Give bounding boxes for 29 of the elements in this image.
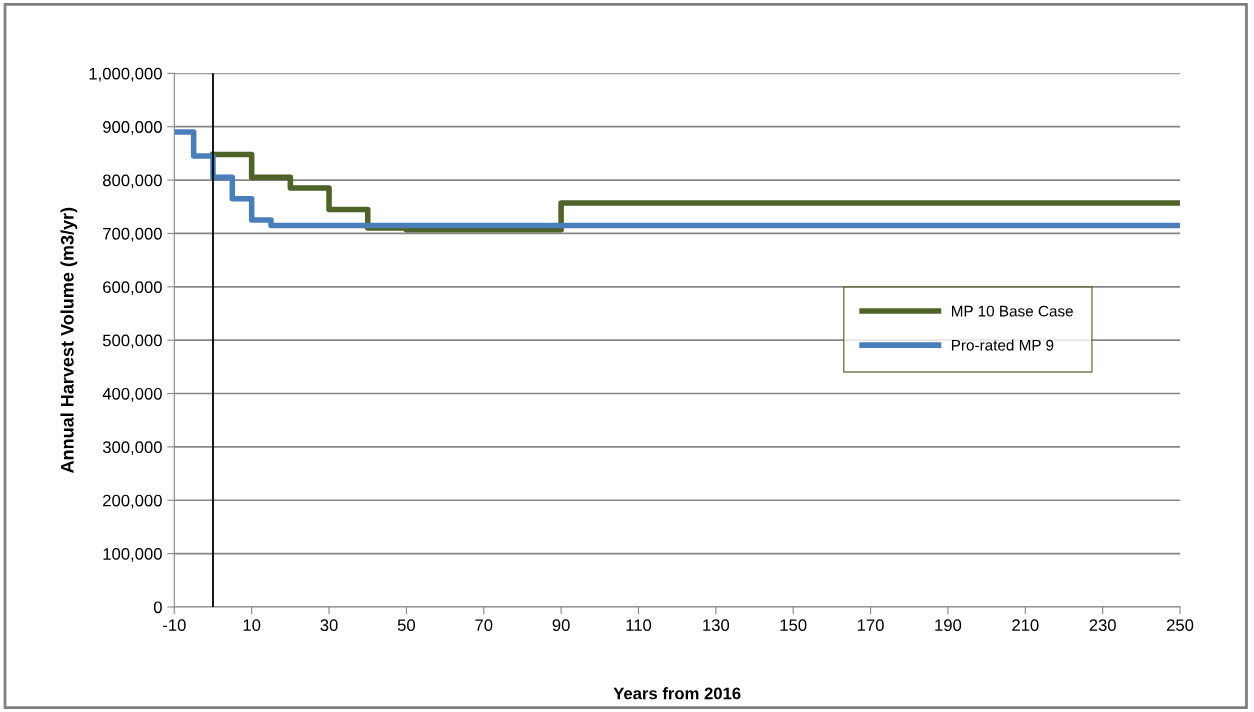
- x-tick-label: 230: [1089, 619, 1116, 632]
- x-tick-label: 250: [1166, 619, 1194, 632]
- x-tick-label: 70: [475, 619, 493, 632]
- x-tick-label: 150: [780, 619, 807, 632]
- y-tick-label: 600,000: [103, 281, 162, 295]
- y-tick-label: 1,000,000: [89, 67, 162, 82]
- x-tick-label: 10: [243, 619, 261, 632]
- legend-label: MP 10 Base Case: [951, 305, 1073, 317]
- y-tick-label: 0: [153, 601, 162, 614]
- x-tick-label: 30: [320, 619, 338, 632]
- x-tick-label: 130: [703, 619, 730, 632]
- y-tick-label: 900,000: [103, 121, 162, 135]
- y-axis-title: Annual Harvest Volume (m3/yr): [60, 207, 78, 473]
- x-tick-label: 110: [626, 619, 652, 632]
- x-tick-label: -10: [163, 619, 186, 632]
- x-tick-label: 90: [552, 619, 570, 632]
- x-axis-title: Years from 2016: [613, 687, 741, 700]
- x-tick-label: 50: [397, 619, 416, 632]
- x-tick-label: 210: [1012, 619, 1039, 632]
- y-tick-label: 300,000: [102, 441, 162, 456]
- y-tick-label: 700,000: [103, 227, 162, 242]
- y-tick-label: 100,000: [103, 548, 162, 562]
- y-tick-label: 400,000: [102, 387, 162, 402]
- legend-label: Pro-rated MP 9: [951, 339, 1054, 351]
- y-tick-label: 200,000: [103, 494, 162, 509]
- x-tick-label: 170: [857, 619, 884, 632]
- y-tick-label: 500,000: [102, 334, 162, 349]
- y-tick-label: 800,000: [102, 174, 162, 189]
- x-tick-label: 190: [935, 619, 962, 632]
